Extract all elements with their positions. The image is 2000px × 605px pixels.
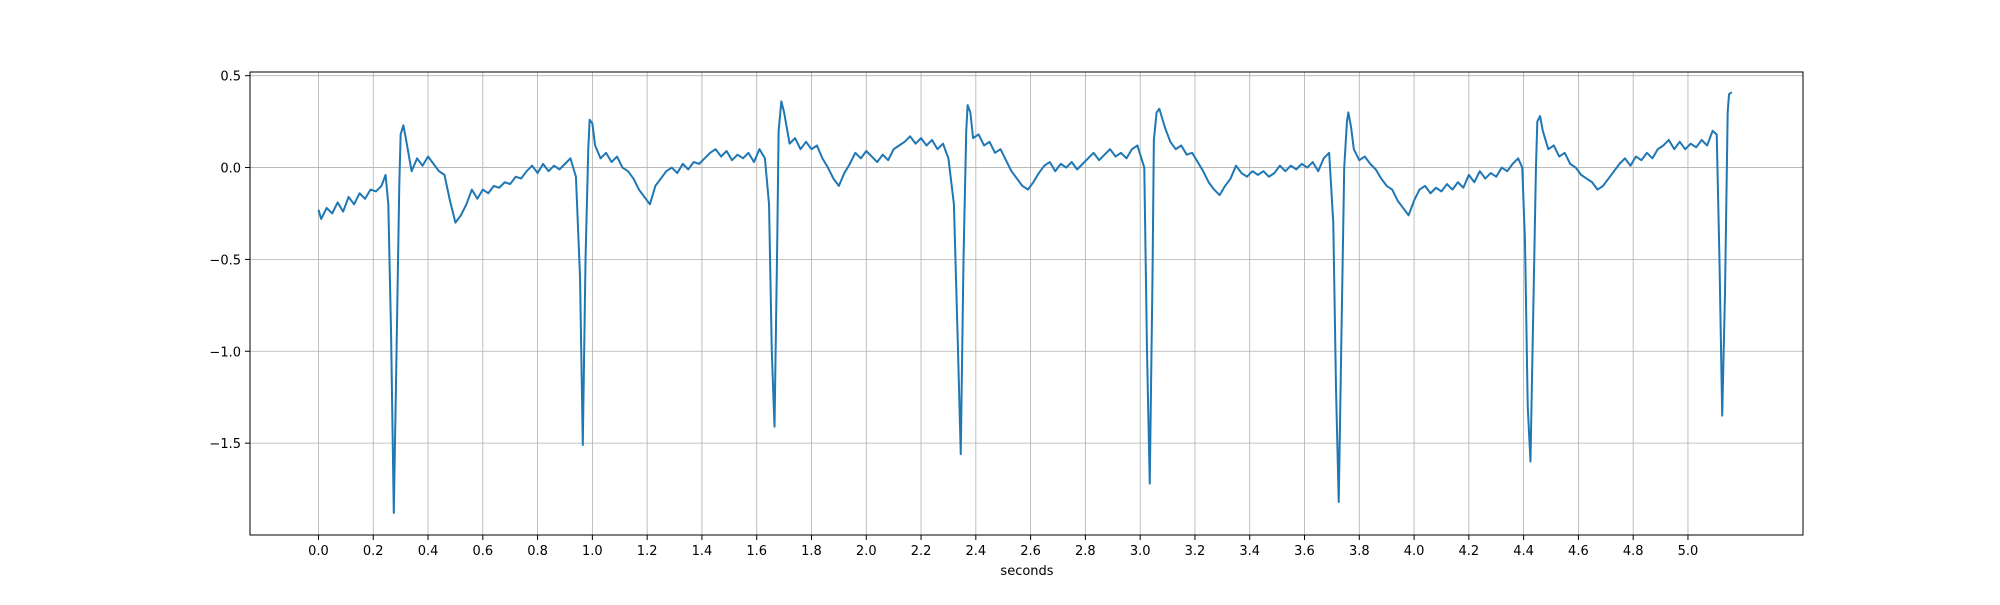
x-tick-label: 0.8 <box>527 544 548 559</box>
x-tick-label: 2.2 <box>911 544 932 559</box>
x-tick-label: 4.2 <box>1459 544 1480 559</box>
y-tick-label: 0.0 <box>220 162 241 177</box>
x-tick-label: 4.6 <box>1568 544 1589 559</box>
x-tick-label: 4.0 <box>1404 544 1425 559</box>
x-gridlines <box>318 72 1689 535</box>
x-tick-label: 3.6 <box>1294 544 1315 559</box>
x-tick-label: 0.2 <box>363 544 384 559</box>
y-tick-label: 0.5 <box>220 70 241 85</box>
x-tick-label: 2.6 <box>1020 544 1041 559</box>
x-tick-label: 3.2 <box>1185 544 1206 559</box>
x-axis-ticks: 0.0 0.2 0.4 0.6 0.8 1.0 1.2 1.4 1.6 1.8 2.0 2.2 2.4 2… <box>308 535 1698 559</box>
x-tick-label: 1.6 <box>746 544 767 559</box>
x-tick-label: 2.8 <box>1075 544 1096 559</box>
x-axis-label: seconds <box>1000 564 1053 579</box>
series-layer <box>317 91 1733 514</box>
x-tick-label: 0.6 <box>472 544 493 559</box>
x-tick-label: 3.0 <box>1130 544 1151 559</box>
x-tick-label: 2.4 <box>965 544 986 559</box>
y-axis-ticks: 0.5 0.0 −0.5 −1.0 −1.5 <box>209 70 250 452</box>
y-tick-label: −1.5 <box>209 437 241 452</box>
x-tick-label: 1.4 <box>692 544 713 559</box>
y-tick-label: −0.5 <box>209 253 241 268</box>
x-tick-label: 5.0 <box>1678 544 1699 559</box>
x-tick-label: 3.8 <box>1349 544 1370 559</box>
ecg-series-line <box>317 91 1733 514</box>
x-tick-label: 0.0 <box>308 544 329 559</box>
x-tick-label: 3.4 <box>1239 544 1260 559</box>
x-tick-label: 2.0 <box>856 544 877 559</box>
plot-frame <box>249 71 1804 536</box>
x-tick-label: 1.8 <box>801 544 822 559</box>
x-tick-label: 0.4 <box>418 544 439 559</box>
x-tick-label: 4.4 <box>1513 544 1534 559</box>
y-gridlines <box>250 75 1803 444</box>
x-tick-label: 1.0 <box>582 544 603 559</box>
y-tick-label: −1.0 <box>209 345 241 360</box>
x-tick-label: 1.2 <box>637 544 658 559</box>
x-tick-label: 4.8 <box>1623 544 1644 559</box>
